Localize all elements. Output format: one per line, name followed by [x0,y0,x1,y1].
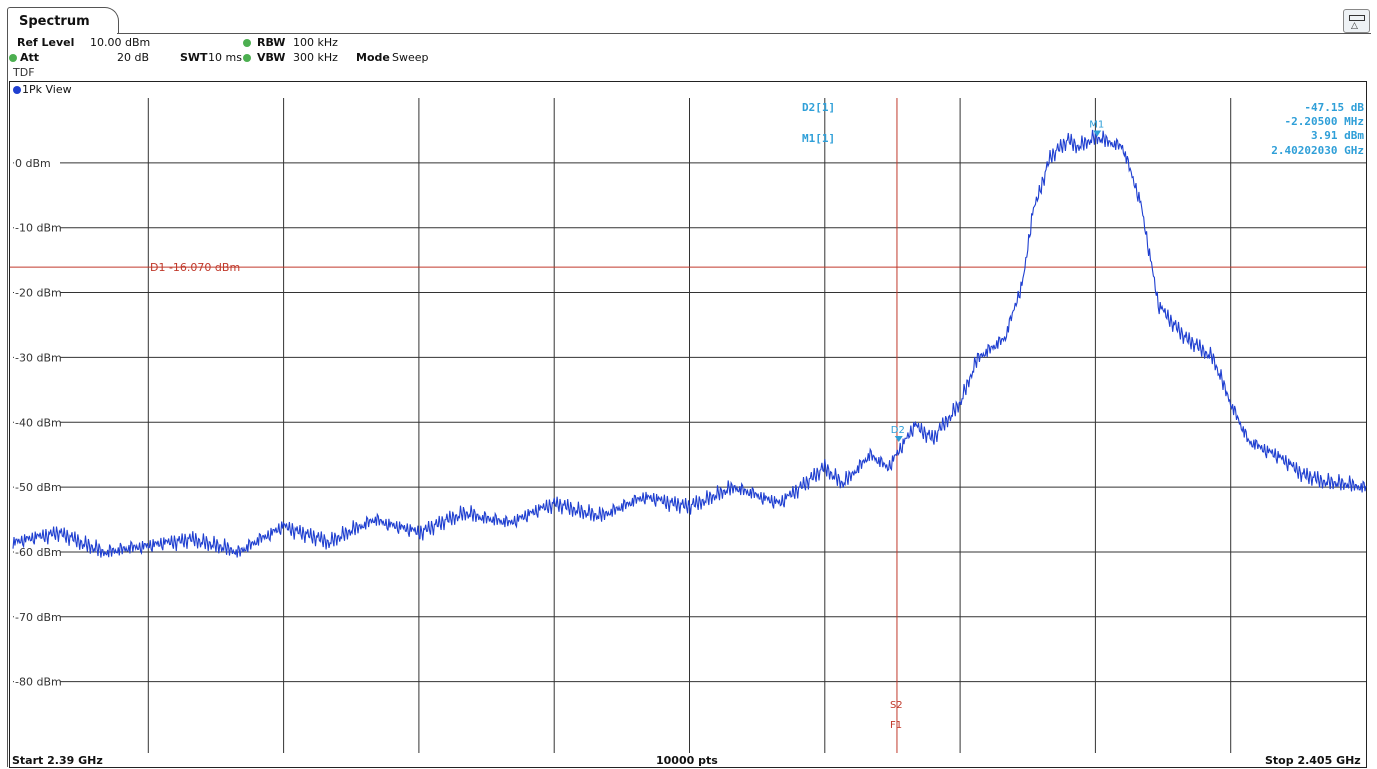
ref-level-label: Ref Level [17,36,75,49]
y-tick-label: -10 dBm [15,222,62,235]
marker-label-d2: D2 [891,425,905,436]
frequency-line-label: S2 [890,700,903,711]
tick-label-bg [14,544,60,558]
tab-divider [117,33,1371,34]
display-toggle-icon[interactable]: △ [1343,9,1370,33]
y-tick-label: -80 dBm [15,676,62,689]
att-value: 20 dB [117,51,150,64]
y-tick-label: -50 dBm [15,481,62,494]
swt-label: SWT [180,51,208,64]
vbw-value: 300 kHz [293,51,338,64]
y-tick-label: -70 dBm [15,611,62,624]
att-label: Att [20,51,40,64]
tick-label-bg [14,480,60,494]
trace-indicator-icon [13,86,21,94]
marker-table-d2-freq: -2.20500 MHz [1285,115,1364,128]
att-status-icon [9,54,17,62]
start-frequency: Start 2.39 GHz [12,754,103,767]
rbw-label: RBW [257,36,286,49]
vbw-label: VBW [257,51,286,64]
tick-label-bg [14,285,60,299]
mode-value: Sweep [392,51,429,64]
spectrum-trace [12,129,1367,558]
display-line-label: D1 -16.070 dBm [150,261,240,274]
marker-table-m1-freq: 2.40202030 GHz [1271,144,1364,157]
y-tick-label: 0 dBm [15,157,51,170]
view-label: 1Pk View [22,83,72,96]
marker-label-m1: M1 [1089,119,1104,130]
tick-label-bg [14,155,60,169]
tab-label: Spectrum [19,14,90,29]
tick-label-bg [14,674,60,688]
stop-frequency: Stop 2.405 GHz [1265,754,1361,767]
y-tick-label: -30 dBm [15,351,62,364]
rbw-status-icon [243,39,251,47]
vbw-status-icon [243,54,251,62]
tick-label-bg [14,609,60,623]
tdf-label: TDF [13,66,35,79]
ref-level-value: 10.00 dBm [90,36,151,49]
marker-table-d2-label: D2[1] [802,101,835,114]
marker-triangle-d2 [894,436,903,443]
tick-label-bg [14,415,60,429]
rbw-value: 100 kHz [293,36,338,49]
marker-table-d2-level: -47.15 dB [1304,101,1364,114]
plot-frame[interactable] [9,81,1367,768]
swt-value: 10 ms [208,51,242,64]
frequency-line-label: F1 [890,720,902,731]
y-tick-label: -60 dBm [15,546,62,559]
sweep-points: 10000 pts [656,754,718,767]
tick-label-bg [14,350,60,364]
marker-table-m1-level: 3.91 dBm [1311,129,1364,142]
tick-label-bg [14,220,60,234]
marker-triangle-m1 [1093,130,1102,137]
y-tick-label: -20 dBm [15,287,62,300]
tab-spectrum[interactable]: Spectrum [7,7,119,34]
marker-table-m1-label: M1[1] [802,132,835,145]
mode-label: Mode [356,51,390,64]
left-border [7,33,8,767]
y-tick-label: -40 dBm [15,416,62,429]
